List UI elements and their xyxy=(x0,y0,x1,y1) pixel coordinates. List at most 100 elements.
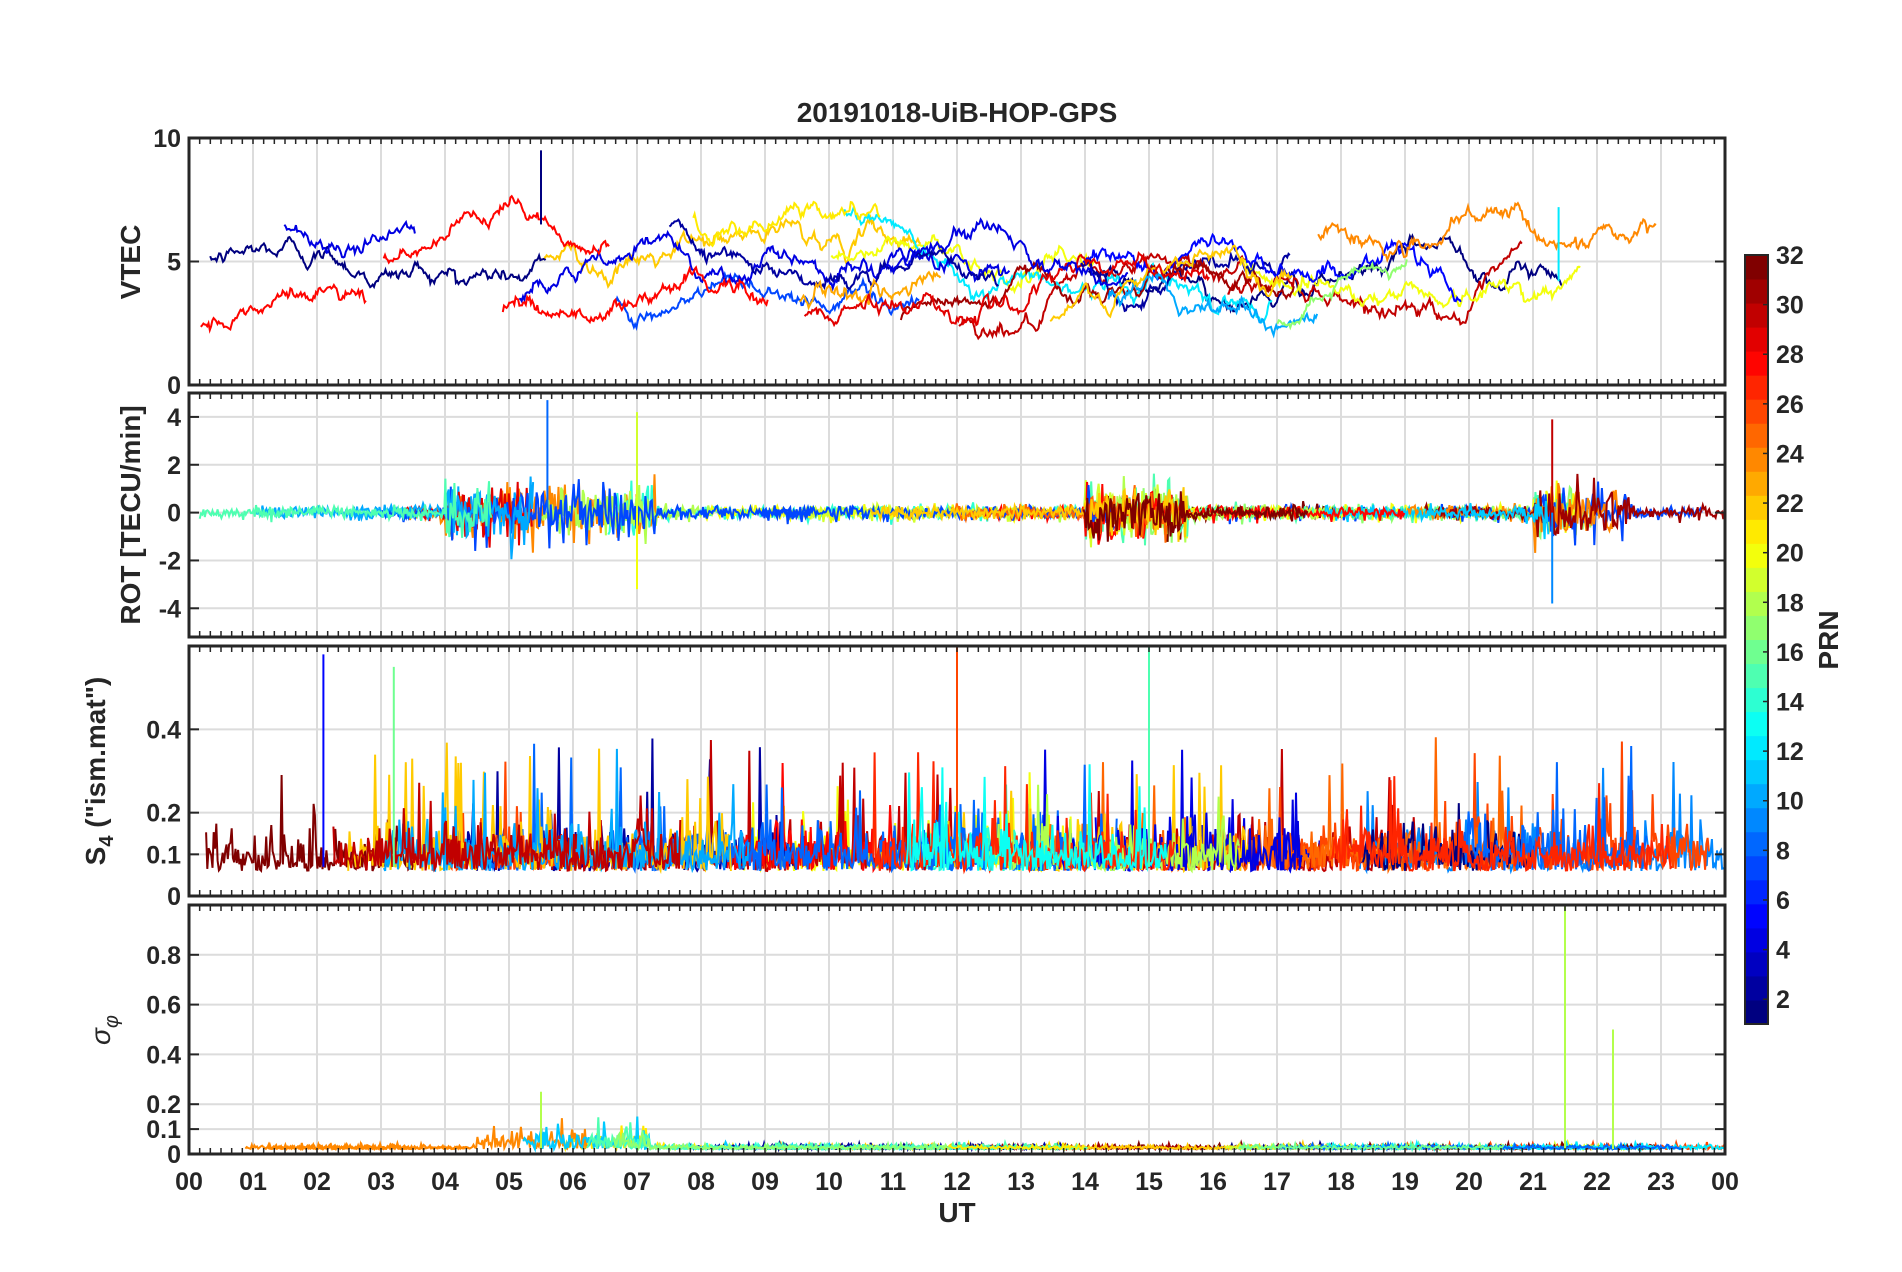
prn-trace xyxy=(543,213,922,290)
xlabel: UT xyxy=(938,1197,975,1228)
prn-trace xyxy=(198,478,493,538)
prn-trace xyxy=(843,206,1273,323)
x-tick-label: 12 xyxy=(943,1168,971,1196)
prn-trace xyxy=(501,265,769,325)
x-tick-label: 01 xyxy=(239,1168,267,1196)
colorbar-tick-label: 12 xyxy=(1776,738,1804,766)
y-tick-label: -4 xyxy=(159,595,181,623)
ylabel-s4-sub: 4 xyxy=(96,835,118,847)
colorbar-swatch xyxy=(1745,543,1768,568)
ylabel-s4-main: S xyxy=(80,847,111,866)
colorbar-swatch xyxy=(1745,375,1768,400)
colorbar-swatch xyxy=(1745,735,1768,761)
ylabel-sigma-symbol: σ xyxy=(85,1027,116,1045)
y-tick-label: 0.2 xyxy=(146,1091,181,1119)
prn-trace xyxy=(283,219,416,259)
y-tick-label: 10 xyxy=(153,125,181,153)
colorbar-swatch xyxy=(1745,639,1768,665)
colorbar-tick-label: 8 xyxy=(1776,837,1790,865)
colorbar-swatch xyxy=(1745,615,1768,640)
ylabel-sigma-sub: φ xyxy=(101,1015,123,1028)
x-tick-label: 08 xyxy=(687,1168,715,1196)
colorbar-swatch xyxy=(1745,999,1768,1025)
colorbar-tick-label: 22 xyxy=(1776,490,1804,518)
colorbar-swatch xyxy=(1745,351,1768,376)
y-tick-label: 0 xyxy=(167,883,181,911)
colorbar-tick-label: 30 xyxy=(1776,292,1804,320)
colorbar-swatch xyxy=(1745,519,1768,544)
x-tick-label: 03 xyxy=(367,1168,395,1196)
sigma-phi-panel: 00.10.2 0.4 0.6 0.8 xyxy=(146,903,1727,1169)
prn-trace xyxy=(1082,232,1462,303)
x-tick-label: 23 xyxy=(1647,1168,1675,1196)
x-tick-label: 00 xyxy=(1711,1168,1739,1196)
y-tick-label: 4 xyxy=(167,404,181,432)
x-tick-label: 16 xyxy=(1199,1168,1227,1196)
colorbar-swatch xyxy=(1745,327,1768,352)
prn-trace xyxy=(1317,201,1657,263)
prn-trace xyxy=(803,250,1210,328)
ylabel-sigma: σφ xyxy=(85,1015,123,1045)
colorbar-frame xyxy=(1744,254,1769,1025)
colorbar-tick-label: 6 xyxy=(1776,887,1790,915)
colorbar-swatch xyxy=(1745,831,1768,857)
colorbar-swatch xyxy=(1745,951,1768,977)
chart-title: 20191018-UiB-HOP-GPS xyxy=(797,97,1118,128)
colorbar-tick-label: 18 xyxy=(1776,589,1804,617)
y-tick-label: 0 xyxy=(167,372,181,400)
x-tick-label: 09 xyxy=(751,1168,779,1196)
colorbar-swatch xyxy=(1745,255,1768,280)
colorbar-swatch xyxy=(1745,471,1768,496)
colorbar-swatch xyxy=(1745,759,1768,785)
prn-trace xyxy=(1238,258,1581,309)
x-tick-label: 02 xyxy=(303,1168,331,1196)
colorbar-swatch xyxy=(1745,663,1768,689)
s4-panel: 0 0.1 0.2 0.4 xyxy=(146,644,1727,911)
prn-trace xyxy=(332,782,682,873)
x-tick-label: 14 xyxy=(1071,1168,1099,1196)
colorbar-tick-label: 2 xyxy=(1776,986,1790,1014)
y-tick-label: 2 xyxy=(167,452,181,480)
prn-trace xyxy=(205,774,415,874)
x-tick-label: 15 xyxy=(1135,1168,1163,1196)
prn-trace xyxy=(519,229,1011,304)
prn-trace xyxy=(798,270,942,311)
x-tick-label: 20 xyxy=(1455,1168,1483,1196)
x-tick-label: 10 xyxy=(815,1168,843,1196)
y-tick-label: 0.4 xyxy=(146,716,181,744)
x-tick-label: 05 xyxy=(495,1168,523,1196)
colorbar-swatch xyxy=(1745,399,1768,424)
colorbar-tick-label: 32 xyxy=(1776,242,1804,270)
colorbar-swatch xyxy=(1745,423,1768,448)
colorbar-tick-label: 20 xyxy=(1776,540,1804,568)
prn-trace xyxy=(613,271,920,331)
x-tick-label: 11 xyxy=(880,1168,907,1196)
data-traces xyxy=(244,905,1725,1153)
colorbar-tick-label: 4 xyxy=(1776,937,1790,965)
colorbar-tick-label: 16 xyxy=(1776,639,1804,667)
prn-trace xyxy=(1416,498,1550,540)
x-tick-label: 00 xyxy=(175,1168,203,1196)
y-tick-label: 5 xyxy=(167,249,181,277)
prn-trace xyxy=(1082,491,1309,542)
ylabel-s4-rest: ("ism.mat") xyxy=(80,677,111,836)
prn-trace xyxy=(885,217,1129,287)
colorbar-swatch xyxy=(1745,687,1768,713)
x-tick-label: 21 xyxy=(1519,1168,1547,1196)
prn-trace xyxy=(1330,776,1673,872)
colorbar-tick-label: 28 xyxy=(1776,341,1804,369)
prn-trace xyxy=(209,235,547,290)
prn-trace xyxy=(1424,473,1725,538)
colorbar-swatch xyxy=(1745,447,1768,472)
prn-trace xyxy=(613,1129,951,1153)
prn-trace xyxy=(1107,272,1319,339)
colorbar-tick-label: 24 xyxy=(1776,440,1804,468)
data-traces xyxy=(198,400,1725,604)
ylabel-vtec: VTEC xyxy=(115,225,146,300)
vtec-panel: 0 5 10 xyxy=(153,125,1727,400)
prn-trace xyxy=(668,218,999,291)
prn-trace xyxy=(692,200,881,248)
colorbar-tick-label: 14 xyxy=(1776,689,1804,717)
colorbar-swatch xyxy=(1745,879,1768,905)
